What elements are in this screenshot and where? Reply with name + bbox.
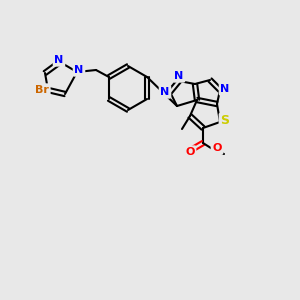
- Text: N: N: [220, 84, 230, 94]
- Text: N: N: [160, 87, 169, 97]
- Text: Br: Br: [35, 85, 49, 95]
- Text: O: O: [212, 143, 222, 153]
- Text: N: N: [54, 55, 64, 65]
- Text: S: S: [220, 115, 230, 128]
- Text: O: O: [185, 147, 195, 157]
- Text: N: N: [174, 71, 184, 81]
- Text: N: N: [74, 65, 84, 75]
